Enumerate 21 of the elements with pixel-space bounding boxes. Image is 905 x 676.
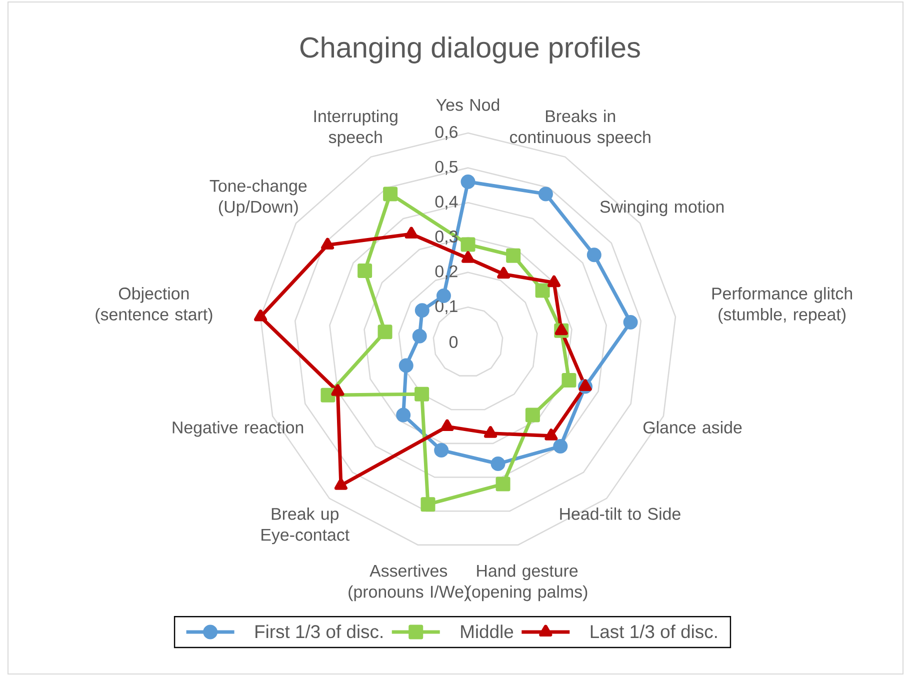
spoke-label: Negative reaction — [172, 421, 304, 437]
spoke-label: Breaks in continuous speech — [510, 110, 650, 146]
y-tick-label: 0,4 — [435, 196, 458, 210]
legend-label: Last 1/3 of disc. — [590, 624, 717, 638]
spoke-label: Yes Nod — [436, 98, 500, 111]
spoke-label: Performance glitch (stumble, repeat) — [712, 287, 852, 324]
y-tick-label: 0,6 — [435, 126, 458, 140]
spoke-label: Head-tilt to Side — [560, 507, 680, 520]
legend-label: Middle — [461, 624, 514, 638]
spoke-label: Tone-change (Up/Down) — [210, 179, 307, 216]
spoke-label: Swinging motion — [600, 200, 724, 216]
spoke-label: Objection (sentence start) — [96, 287, 212, 324]
spoke-label: Hand gesture (opening palms) — [466, 564, 588, 602]
spoke-label: Break up Eye-contact — [262, 507, 350, 544]
y-tick-label: 0 — [449, 336, 458, 348]
y-tick-label: 0,5 — [435, 160, 458, 175]
legend-label: First 1/3 of disc. — [256, 624, 382, 638]
spoke-label: Assertives (pronouns I/We) — [348, 564, 469, 602]
spoke-label: Interrupting speech — [314, 110, 398, 146]
chart-title: Changing dialogue profiles — [300, 36, 640, 64]
spoke-label: Glance aside — [643, 421, 742, 434]
